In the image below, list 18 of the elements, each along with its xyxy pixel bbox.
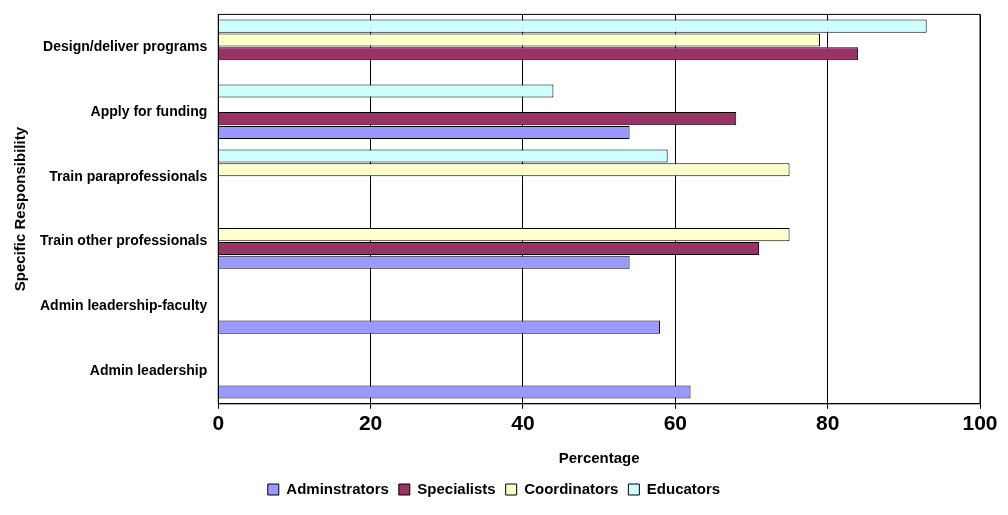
legend-label: Coordinators [524, 479, 619, 497]
legend-label: Educators [646, 479, 721, 497]
y-tick-label: Design/deliver programs [43, 37, 208, 54]
x-tick-label: 0 [212, 411, 225, 435]
y-tick-label: Train paraprofessionals [49, 167, 208, 184]
y-axis-title: Specific Responsibility [11, 126, 29, 292]
x-tick-label: 100 [962, 411, 998, 435]
x-axis-title: Percentage [558, 449, 640, 467]
y-tick-label: Apply for funding [90, 102, 208, 119]
x-tick-label: 40 [511, 411, 535, 435]
x-tick-label: 60 [663, 411, 687, 435]
legend-label: Adminstrators [286, 479, 389, 497]
y-tick-label: Admin leadership [89, 362, 208, 379]
y-tick-label: Train other professionals [40, 232, 208, 249]
y-tick-label: Admin leadership-faculty [40, 297, 208, 314]
legend-label: Specialists [417, 479, 496, 497]
x-tick-label: 80 [815, 411, 840, 435]
x-tick-label: 20 [358, 411, 383, 435]
